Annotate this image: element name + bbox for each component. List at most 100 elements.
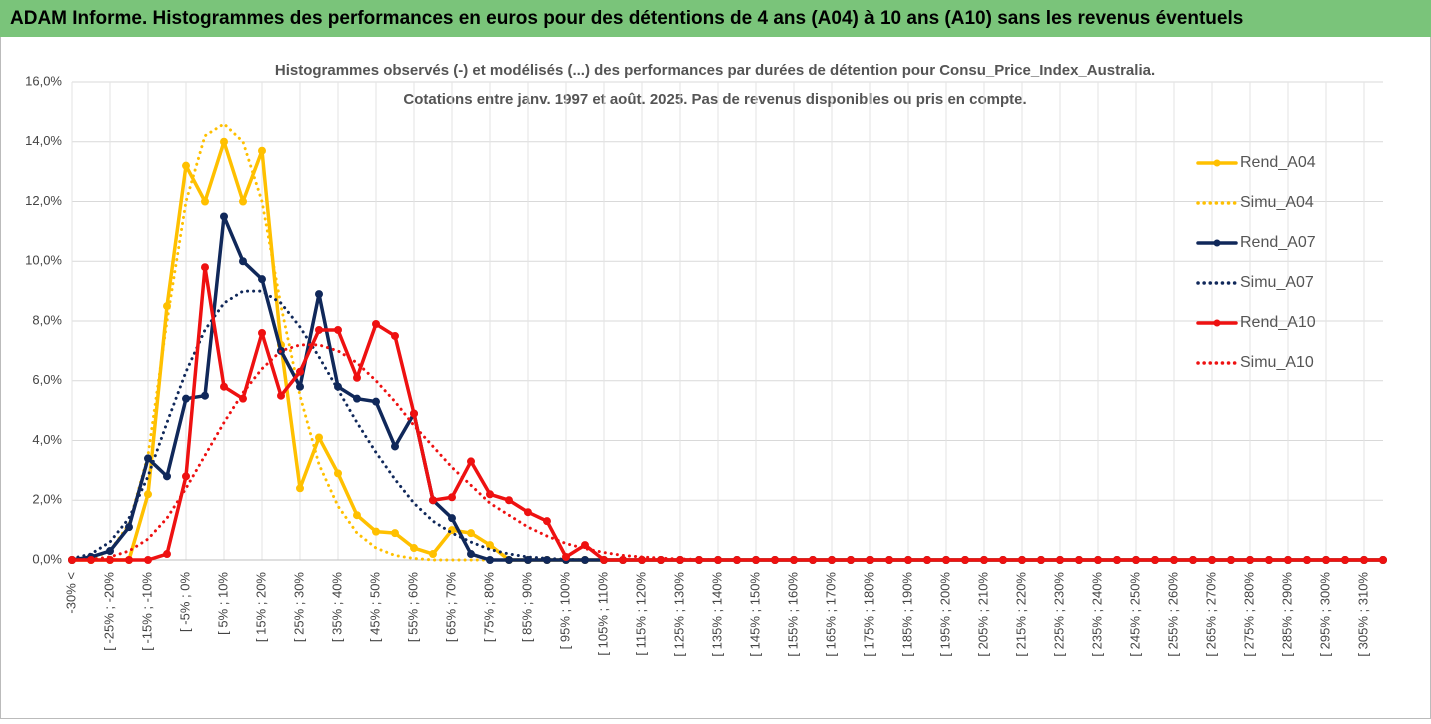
x-tick-label: [ -15% ; -10% — [139, 572, 154, 651]
x-tick-label: [ 255% ; 260% — [1165, 572, 1180, 657]
x-tick-label: [ 295% ; 300% — [1317, 572, 1332, 657]
point — [163, 472, 171, 481]
point — [581, 541, 589, 550]
point — [315, 433, 323, 442]
x-tick-label: [ 285% ; 290% — [1279, 572, 1294, 657]
point — [334, 325, 342, 334]
chart-title: ADAM Informe. Histogrammes des performan… — [10, 8, 1243, 29]
point — [372, 319, 380, 328]
point — [144, 490, 152, 499]
point — [182, 472, 190, 481]
title-banner — [0, 0, 1431, 37]
point — [619, 556, 627, 564]
y-tick-label: 10,0% — [25, 253, 62, 268]
point — [486, 490, 494, 499]
x-tick-label: [ 275% ; 280% — [1241, 572, 1256, 657]
point — [524, 508, 532, 517]
legend-label: Rend_A10 — [1240, 314, 1316, 331]
point — [429, 496, 437, 505]
y-tick-label: 12,0% — [25, 193, 62, 208]
x-tick-label: -30% < — [63, 572, 78, 614]
point — [505, 556, 513, 564]
x-tick-label: [ 115% ; 120% — [633, 572, 648, 656]
point — [410, 544, 418, 553]
point — [220, 212, 228, 221]
point — [600, 556, 608, 564]
point — [182, 161, 190, 170]
legend-label: Simu_A10 — [1240, 354, 1314, 371]
x-tick-label: [ 65% ; 70% — [443, 572, 458, 643]
point — [144, 556, 152, 564]
point — [296, 382, 304, 391]
point — [486, 541, 494, 550]
legend-marker — [1213, 159, 1221, 167]
point — [391, 529, 399, 538]
y-tick-label: 14,0% — [25, 133, 62, 148]
point — [258, 275, 266, 284]
point — [182, 394, 190, 403]
point — [125, 556, 133, 564]
x-tick-label: [ 105% ; 110% — [595, 572, 610, 656]
y-tick-label: 6,0% — [32, 372, 62, 387]
x-tick-label: [ 15% ; 20% — [253, 572, 268, 643]
point — [505, 496, 513, 505]
point — [448, 493, 456, 502]
point — [296, 484, 304, 493]
x-tick-label: [ 265% ; 270% — [1203, 572, 1218, 657]
point — [562, 553, 570, 562]
point — [353, 511, 361, 520]
x-tick-label: [ 85% ; 90% — [519, 572, 534, 643]
x-tick-label: [ 305% ; 310% — [1355, 572, 1370, 657]
legend-label: Simu_A07 — [1240, 274, 1314, 291]
x-tick-label: [ 235% ; 240% — [1089, 572, 1104, 657]
point — [448, 514, 456, 523]
x-tick-label: [ 55% ; 60% — [405, 572, 420, 643]
x-tick-label: [ 185% ; 190% — [899, 572, 914, 657]
x-tick-label: [ 135% ; 140% — [709, 572, 724, 657]
legend-marker — [1213, 239, 1221, 247]
point — [106, 547, 114, 556]
point — [372, 527, 380, 536]
point — [277, 391, 285, 400]
chart-subtitle: Cotations entre janv. 1997 et août. 2025… — [403, 91, 1026, 108]
y-tick-label: 16,0% — [25, 73, 62, 88]
x-tick-label: [ 25% ; 30% — [291, 572, 306, 643]
point — [467, 457, 475, 466]
point — [258, 146, 266, 155]
point — [372, 397, 380, 406]
point — [220, 137, 228, 146]
point — [486, 556, 494, 564]
x-tick-label: [ 155% ; 160% — [785, 572, 800, 657]
point — [391, 442, 399, 451]
y-tick-label: 4,0% — [32, 432, 62, 447]
point — [429, 550, 437, 559]
point — [144, 454, 152, 463]
x-tick-label: [ 245% ; 250% — [1127, 572, 1142, 657]
point — [258, 328, 266, 337]
x-tick-label: [ 175% ; 180% — [861, 572, 876, 657]
x-tick-label: [ 215% ; 220% — [1013, 572, 1028, 657]
x-tick-label: [ 125% ; 130% — [671, 572, 686, 657]
point — [315, 290, 323, 299]
y-tick-label: 0,0% — [32, 551, 62, 566]
y-tick-label: 8,0% — [32, 312, 62, 327]
point — [315, 325, 323, 334]
x-tick-label: [ 165% ; 170% — [823, 572, 838, 657]
point — [410, 409, 418, 418]
point — [467, 529, 475, 538]
point — [334, 469, 342, 478]
x-tick-label: [ -25% ; -20% — [101, 572, 116, 651]
point — [467, 550, 475, 559]
x-tick-label: [ 35% ; 40% — [329, 572, 344, 643]
point — [201, 391, 209, 400]
x-tick-label: [ 225% ; 230% — [1051, 572, 1066, 657]
point — [296, 367, 304, 376]
simulated-line — [70, 343, 1385, 562]
point — [239, 257, 247, 266]
x-tick-label: [ 95% ; 100% — [557, 572, 572, 650]
point — [220, 382, 228, 391]
x-tick-label: [ 195% ; 200% — [937, 572, 952, 657]
x-tick-label: [ 145% ; 150% — [747, 572, 762, 657]
